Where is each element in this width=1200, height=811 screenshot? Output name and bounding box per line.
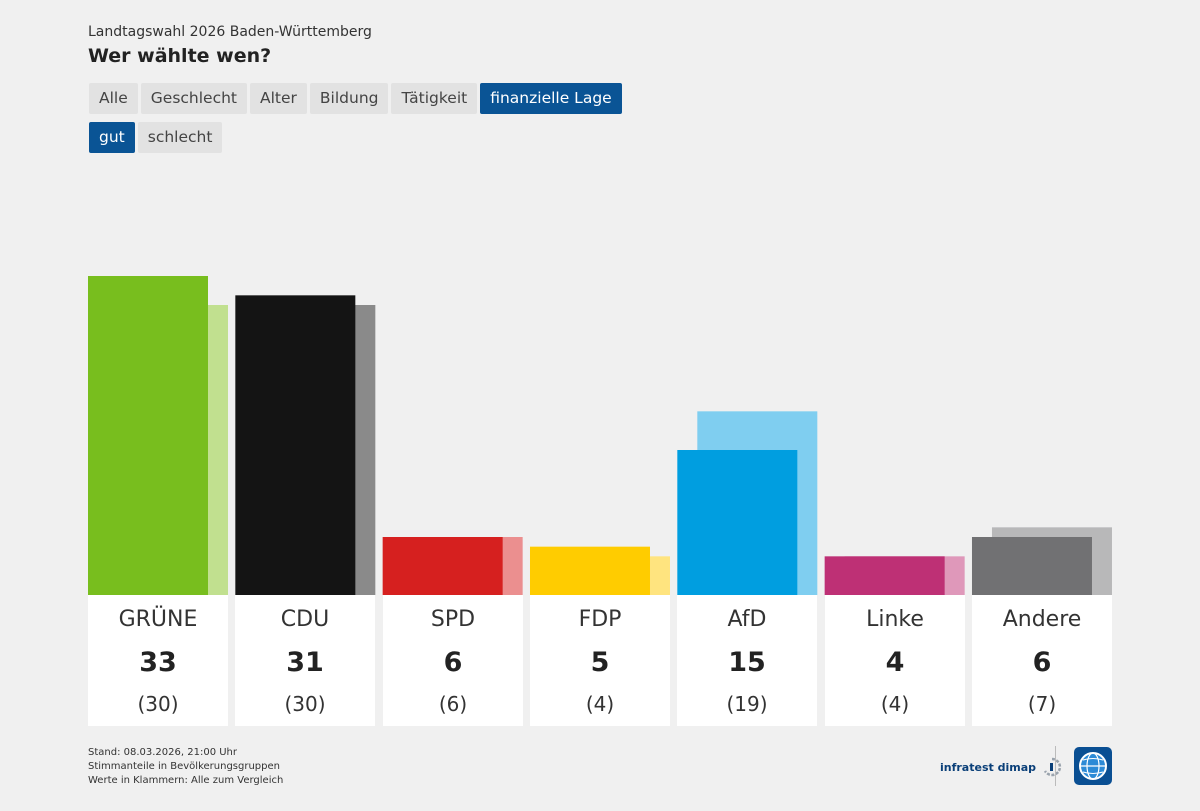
card-andere: Andere 6 (7) <box>972 595 1112 726</box>
card-afd: AfD 15 (19) <box>677 595 817 726</box>
card-gruene: GRÜNE 33 (30) <box>88 595 228 726</box>
comparison-label: (30) <box>137 692 179 716</box>
footer-divider <box>1055 746 1056 786</box>
category-tabs: Alle Geschlecht Alter Bildung Tätigkeit … <box>89 83 622 114</box>
infratest-dimap-icon <box>1043 757 1062 777</box>
comparison-label: (6) <box>438 692 468 716</box>
tab-alter[interactable]: Alter <box>250 83 307 114</box>
tagesschau-globe-icon <box>1079 752 1107 780</box>
subtab-schlecht[interactable]: schlecht <box>137 122 223 153</box>
comparison-label: (4) <box>585 692 615 716</box>
comparison-label: (4) <box>880 692 910 716</box>
value-label: 5 <box>590 647 610 678</box>
value-label: 6 <box>1032 647 1052 678</box>
bar-cdu[interactable] <box>235 295 356 595</box>
value-label: 4 <box>885 647 905 678</box>
party-label: Linke <box>866 607 924 632</box>
value-label: 15 <box>728 647 766 678</box>
subtab-gut[interactable]: gut <box>89 122 135 153</box>
bar-chart <box>88 276 1112 595</box>
note-timestamp: Stand: 08.03.2026, 21:00 Uhr <box>88 747 238 758</box>
card-cdu: CDU 31 (30) <box>235 595 375 726</box>
bar-gruene[interactable] <box>88 276 208 595</box>
card-spd: SPD 6 (6) <box>383 595 523 726</box>
party-label: CDU <box>280 607 330 632</box>
bar-andere[interactable] <box>971 537 1092 595</box>
tab-finanzielle-lage[interactable]: finanzielle Lage <box>480 83 622 114</box>
chart-supertitle: Landtagswahl 2026 Baden-Württemberg <box>88 24 372 40</box>
bar-linke[interactable] <box>824 556 945 595</box>
comparison-label: (19) <box>726 692 768 716</box>
party-label: Andere <box>1002 607 1082 632</box>
note-description: Stimmanteile in Bevölkerungsgruppen <box>88 761 280 772</box>
tab-bildung[interactable]: Bildung <box>309 83 389 114</box>
tab-geschlecht[interactable]: Geschlecht <box>140 83 247 114</box>
tab-alle[interactable]: Alle <box>89 83 138 114</box>
value-label: 31 <box>286 647 324 678</box>
bar-fdp[interactable] <box>529 546 650 595</box>
party-label: GRÜNE <box>118 607 198 632</box>
note-comparison: Werte in Klammern: Alle zum Vergleich <box>88 775 284 786</box>
card-fdp: FDP 5 (4) <box>530 595 670 726</box>
bar-afd[interactable] <box>677 450 798 595</box>
party-label: FDP <box>578 607 622 632</box>
brand-label: infratest dimap <box>940 760 1036 774</box>
party-label: AfD <box>727 607 767 632</box>
party-label: SPD <box>430 607 476 632</box>
infratest-dimap-logo: infratest dimap <box>940 757 1062 777</box>
footer-notes: Stand: 08.03.2026, 21:00 Uhr Stimmanteil… <box>88 746 283 788</box>
tagesschau-logo <box>1074 747 1112 785</box>
card-linke: Linke 4 (4) <box>825 595 965 726</box>
value-label: 6 <box>443 647 463 678</box>
comparison-label: (7) <box>1027 692 1057 716</box>
subcategory-tabs: gut schlecht <box>89 122 223 153</box>
chart-title: Wer wählte wen? <box>88 45 272 67</box>
bar-spd[interactable] <box>382 537 503 595</box>
value-label: 33 <box>139 647 177 678</box>
comparison-label: (30) <box>284 692 326 716</box>
tab-taetigkeit[interactable]: Tätigkeit <box>391 83 478 114</box>
